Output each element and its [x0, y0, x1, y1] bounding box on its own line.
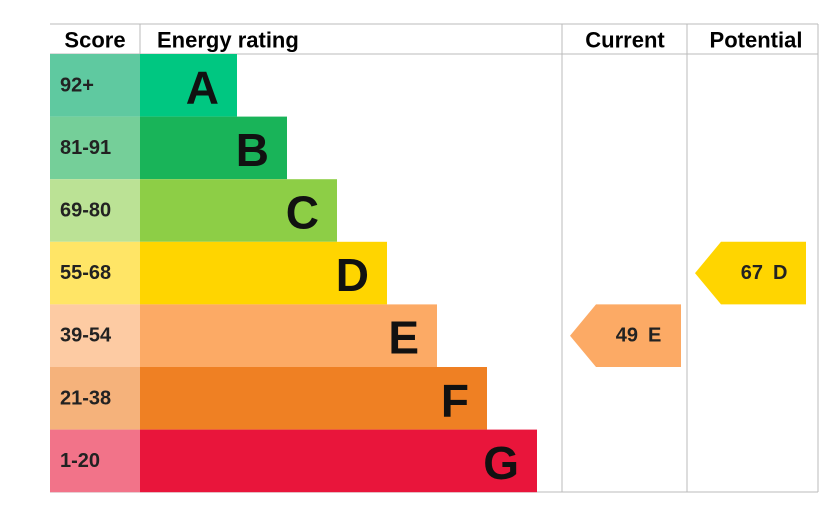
score-label: 39-54	[60, 325, 112, 347]
score-label: 55-68	[60, 262, 111, 284]
rating-letter: G	[483, 437, 519, 489]
potential-pointer	[695, 241, 806, 305]
rating-letter: D	[336, 249, 369, 301]
header-current: Current	[585, 28, 665, 53]
potential-value: 67	[741, 262, 763, 284]
current-letter: E	[648, 325, 661, 347]
score-cell	[50, 179, 140, 242]
rating-bar	[140, 304, 437, 367]
score-cell	[50, 429, 140, 493]
score-cell	[50, 304, 140, 367]
rating-letter: B	[236, 124, 269, 176]
rating-bar	[140, 179, 337, 242]
rating-bar	[140, 429, 537, 493]
score-cell	[50, 241, 140, 305]
rating-letter: C	[286, 187, 319, 239]
score-label: 21-38	[60, 387, 111, 409]
score-cell	[50, 54, 140, 117]
rating-bar	[140, 241, 387, 305]
score-cell	[50, 367, 140, 430]
rating-bar	[140, 367, 487, 430]
score-label: 69-80	[60, 200, 111, 222]
score-label: 1-20	[60, 450, 100, 472]
rating-letter: F	[441, 374, 469, 426]
header-potential: Potential	[710, 28, 803, 53]
current-pointer	[570, 304, 681, 367]
rating-bar	[140, 54, 237, 117]
rating-bar	[140, 116, 287, 180]
score-cell	[50, 116, 140, 180]
potential-letter: D	[773, 262, 787, 284]
header-rating: Energy rating	[157, 28, 299, 53]
current-value: 49	[616, 325, 638, 347]
rating-letter: A	[186, 61, 219, 113]
rating-letter: E	[388, 312, 419, 364]
score-label: 92+	[60, 74, 94, 96]
header-score: Score	[64, 28, 125, 53]
score-label: 81-91	[60, 137, 111, 159]
